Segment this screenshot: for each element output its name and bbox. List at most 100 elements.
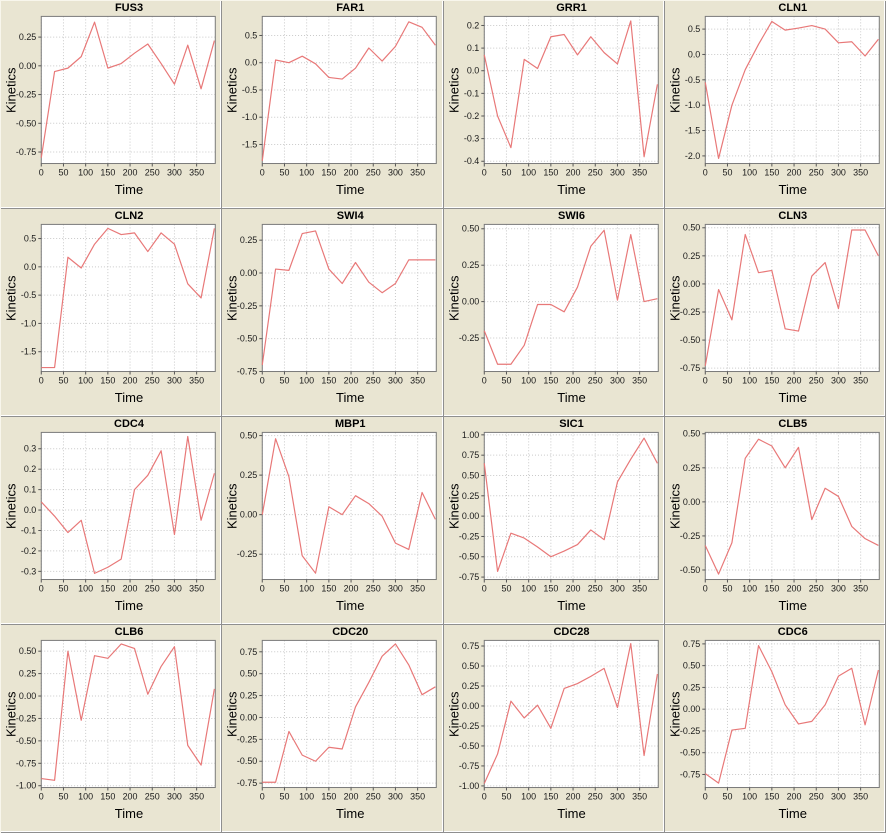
y-tick-label: 0.75 (461, 450, 478, 460)
x-tick-label: 50 (501, 791, 511, 801)
y-tick-label: 0.00 (461, 701, 478, 711)
y-tick-label: 0.25 (240, 470, 257, 480)
x-tick-label: 250 (587, 583, 602, 593)
plot-frame (483, 15, 659, 165)
x-tick-label: 150 (764, 583, 779, 593)
y-tick-label: -0.25 (458, 333, 478, 343)
chart-title: CLN2 (114, 210, 144, 222)
x-axis-label: Time (557, 598, 586, 613)
x-tick-label: 350 (853, 791, 868, 801)
y-tick-label: 0.25 (240, 235, 257, 245)
y-tick-label: 0.25 (19, 32, 36, 42)
y-tick-label: 0.50 (683, 429, 700, 439)
x-tick-label: 300 (167, 375, 182, 385)
x-tick-label: 100 (521, 583, 536, 593)
x-tick-label: 50 (58, 375, 68, 385)
y-axis-label: Kinetics (446, 67, 461, 113)
x-tick-label: 0 (703, 375, 708, 385)
x-tick-label: 100 (521, 375, 536, 385)
kinetics-series-line (704, 229, 879, 367)
x-tick-label: 350 (410, 791, 425, 801)
y-tick-label: -0.25 (237, 549, 257, 559)
x-tick-label: 100 (742, 375, 757, 385)
x-tick-label: 50 (58, 791, 68, 801)
x-tick-label: 50 (501, 375, 511, 385)
x-tick-label: 350 (853, 583, 868, 593)
y-tick-label: -1.5 (21, 347, 36, 357)
x-tick-label: 250 (366, 167, 381, 177)
x-tick-label: 0 (39, 375, 44, 385)
x-tick-label: 350 (853, 167, 868, 177)
x-tick-label: 200 (786, 375, 801, 385)
x-tick-label: 0 (481, 375, 486, 385)
x-axis-label: Time (778, 390, 807, 405)
y-axis-label: Kinetics (446, 275, 461, 321)
line-plot: 0 50 100 150 200 250 300 350 0.25 0.00 -0.25 -0.50 -… (16, 15, 216, 177)
x-tick-label: 0 (703, 167, 708, 177)
chart-title: CDC4 (114, 418, 144, 430)
y-tick-label: -0.5 (21, 290, 36, 300)
y-tick-label: 0.00 (683, 279, 700, 289)
x-tick-label: 100 (521, 791, 536, 801)
line-plot: 0 50 100 150 200 250 300 350 0.2 0.1 0.0 -0.1 -0.2 -0… (463, 15, 659, 177)
kinetics-series-line (261, 21, 437, 161)
plot-frame (262, 639, 438, 789)
plot-frame (483, 431, 659, 581)
y-axis-label: Kinetics (3, 275, 19, 321)
kinetics-series-line (704, 645, 879, 784)
chart-panel-CLN1: 0 50 100 150 200 250 300 350 0.5 0.0 -0.5 -1.0 -1.5 -… (664, 1, 886, 209)
x-tick-label: 0 (260, 583, 265, 593)
plot-frame (704, 223, 880, 373)
y-tick-label: -0.75 (680, 363, 700, 373)
chart-title: CDC20 (332, 626, 369, 638)
y-tick-label: -0.50 (458, 552, 478, 562)
x-tick-label: 350 (189, 167, 204, 177)
x-tick-label: 200 (344, 791, 359, 801)
y-tick-label: -0.1 (21, 525, 36, 535)
x-tick-label: 300 (167, 167, 182, 177)
x-tick-label: 300 (609, 375, 624, 385)
y-tick-label: -1.5 (242, 139, 257, 149)
kinetics-series-line (704, 20, 879, 160)
x-tick-label: 150 (322, 583, 337, 593)
y-tick-label: -0.25 (237, 734, 257, 744)
plot-background (41, 16, 216, 164)
x-tick-label: 300 (388, 167, 403, 177)
x-tick-label: 300 (388, 791, 403, 801)
plot-frame (483, 223, 659, 373)
y-tick-label: -1.0 (242, 112, 257, 122)
y-axis-label: Kinetics (667, 275, 683, 321)
x-tick-label: 50 (280, 583, 290, 593)
y-tick-label: 0.25 (461, 491, 478, 501)
y-axis-label: Kinetics (667, 691, 683, 737)
y-tick-label: 0.0 (24, 262, 36, 272)
x-tick-label: 300 (609, 791, 624, 801)
y-tick-label: 0.00 (240, 510, 257, 520)
kinetics-series-line (261, 230, 436, 366)
y-tick-label: 0.75 (683, 639, 700, 649)
x-tick-label: 0 (481, 167, 486, 177)
y-tick-label: -0.1 (463, 88, 478, 98)
kinetics-series-line (41, 227, 215, 369)
plot-background (41, 640, 216, 788)
y-tick-label: 0.50 (461, 224, 478, 234)
x-axis-label: Time (114, 806, 144, 821)
x-tick-label: 250 (145, 375, 160, 385)
y-tick-label: 0.25 (683, 463, 700, 473)
plot-frame (483, 639, 659, 789)
x-tick-label: 150 (543, 791, 558, 801)
kinetics-series-line (704, 438, 879, 575)
kinetics-series-line (261, 438, 437, 574)
x-tick-label: 350 (410, 167, 425, 177)
x-tick-label: 200 (565, 583, 580, 593)
y-tick-label: -0.50 (237, 334, 257, 344)
x-tick-label: 150 (764, 375, 779, 385)
y-tick-label: 0.0 (24, 505, 36, 515)
x-tick-label: 100 (299, 167, 314, 177)
x-tick-label: 300 (831, 167, 846, 177)
x-tick-label: 100 (742, 167, 757, 177)
x-tick-label: 100 (78, 791, 93, 801)
y-tick-label: 0.50 (240, 669, 257, 679)
x-tick-label: 200 (123, 167, 138, 177)
